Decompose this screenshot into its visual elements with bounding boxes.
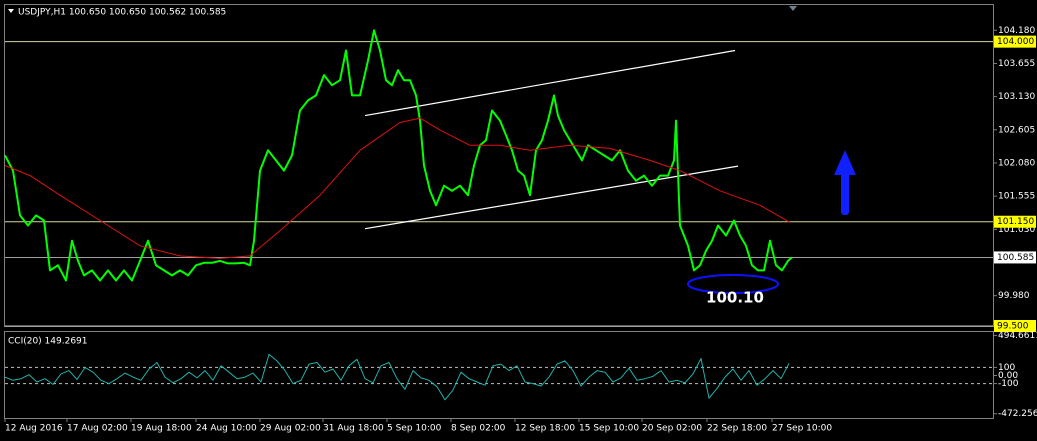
x-tick-label: 17 Aug 02:00 — [67, 424, 128, 434]
x-tick-label: 20 Sep 02:00 — [642, 424, 702, 434]
chart-title: USDJPY,H1 100.650 100.650 100.562 100.58… — [18, 8, 226, 18]
menu-triangle — [8, 9, 14, 13]
x-tick-label: 29 Aug 02:00 — [260, 424, 321, 434]
trendline — [364, 49, 736, 117]
x-tick-label: 5 Sep 10:00 — [387, 424, 442, 434]
y-tick-label: 99.980 — [998, 291, 1030, 301]
x-tick-label: 8 Sep 02:00 — [451, 424, 506, 434]
x-tick-label: 12 Sep 18:00 — [515, 424, 575, 434]
y-tick-label: 100 — [998, 363, 1015, 373]
level-box — [994, 251, 1036, 264]
x-tick-label: 15 Sep 10:00 — [579, 424, 639, 434]
y-tick-label: -100 — [998, 379, 1019, 389]
up-arrow — [834, 150, 856, 215]
trendline — [364, 165, 739, 230]
y-tick-label: 101.555 — [998, 192, 1035, 202]
y-tick-label: 103.130 — [998, 92, 1035, 102]
x-tick-label: 12 Aug 2016 — [5, 424, 63, 434]
level-label: 101.150 — [997, 217, 1034, 227]
cci-title: CCI(20) 149.2691 — [8, 337, 88, 347]
x-tick-label: 27 Sep 10:00 — [772, 424, 832, 434]
level-label: 104.000 — [997, 37, 1034, 47]
shift-marker — [789, 6, 797, 11]
y-tick-label: 103.655 — [998, 59, 1035, 69]
y-tick-label: -472.2561 — [998, 409, 1037, 419]
y-tick-label: 102.605 — [998, 125, 1035, 135]
series-line — [4, 29, 793, 282]
level-box — [994, 320, 1036, 332]
arrow-shaft — [841, 172, 849, 215]
y-tick-label: 0.00 — [998, 371, 1018, 381]
level-box — [994, 215, 1036, 228]
x-tick-label: 31 Aug 18:00 — [323, 424, 384, 434]
y-tick-label: 104.180 — [998, 26, 1035, 36]
arrow-head — [834, 150, 856, 175]
level-label: 100.585 — [997, 253, 1034, 263]
level-label: 99.500 — [997, 322, 1029, 332]
series-line — [4, 117, 791, 259]
x-tick-label: 22 Sep 18:00 — [707, 424, 767, 434]
level-box — [994, 35, 1036, 48]
x-tick-label: 19 Aug 18:00 — [131, 424, 192, 434]
series-line — [4, 353, 790, 401]
y-tick-label: 102.080 — [998, 158, 1035, 168]
support-ellipse — [687, 274, 779, 294]
y-tick-label: 101.030 — [998, 225, 1035, 235]
x-tick-label: 24 Aug 10:00 — [196, 424, 257, 434]
annotation: 100.10 — [706, 289, 764, 307]
y-tick-label: 494.6611 — [998, 331, 1037, 341]
